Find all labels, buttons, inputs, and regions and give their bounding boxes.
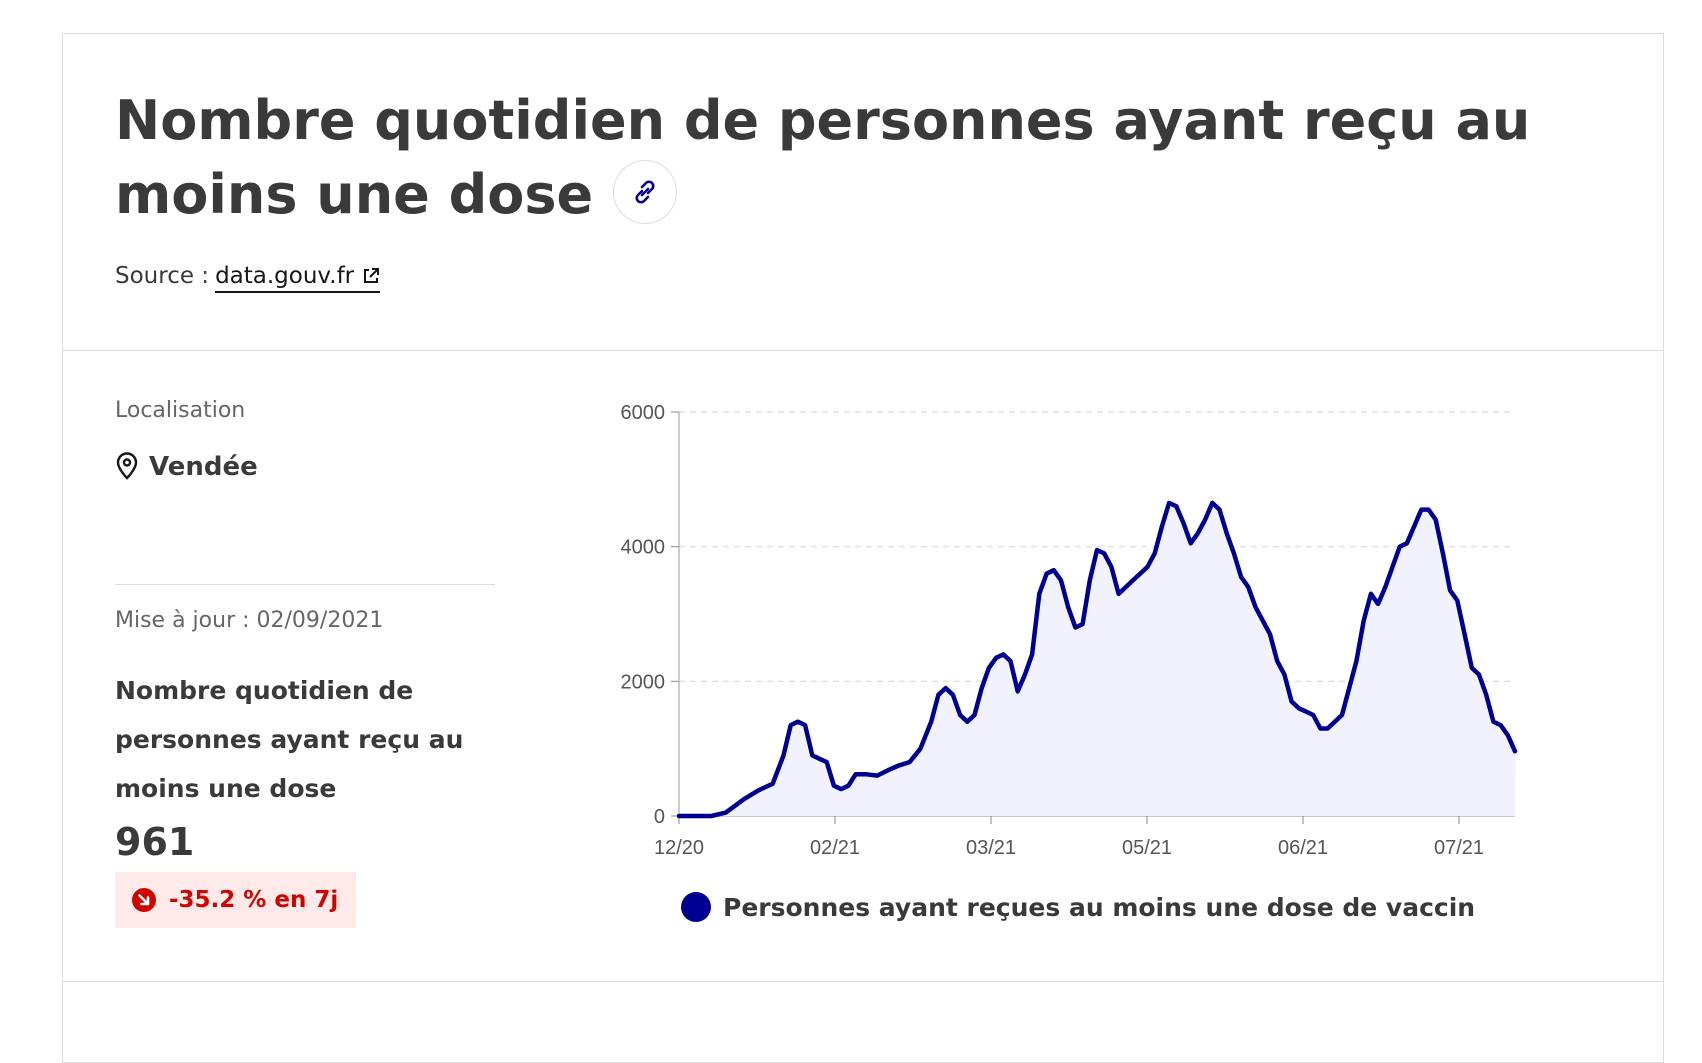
divider <box>115 584 495 585</box>
card-header: Nombre quotidien de personnes ayant reçu… <box>63 34 1663 351</box>
source-link-text: data.gouv.fr <box>215 263 355 289</box>
x-tick-label: 05/21 <box>1122 837 1172 859</box>
localisation-value: Vendée <box>115 452 258 482</box>
y-tick-label: 6000 <box>621 402 666 424</box>
chart-title-text: Nombre quotidien de personnes ayant reçu… <box>115 89 1531 226</box>
chart-area: 0 2000 4000 6000 12/20 02/21 03/21 05/21 06/21 07… <box>583 390 1543 864</box>
indicator-name: Nombre quotidien de personnes ayant reçu… <box>115 676 464 803</box>
x-tick-label: 07/21 <box>1434 837 1484 859</box>
evolution-text: -35.2 % en 7j <box>169 887 339 913</box>
chart-legend: Personnes ayant reçues au moins une dose… <box>681 892 1475 922</box>
y-tick-label: 4000 <box>621 537 666 559</box>
source-link[interactable]: data.gouv.fr <box>215 263 381 293</box>
series-line <box>676 500 1518 819</box>
copy-link-button[interactable] <box>613 160 678 225</box>
legend-swatch <box>681 892 711 922</box>
evolution-badge: -35.2 % en 7j <box>115 872 357 928</box>
card-bottom-divider <box>63 981 1663 982</box>
update-date: Mise à jour : 02/09/2021 <box>115 608 384 633</box>
source-line: Source : data.gouv.fr <box>115 263 381 293</box>
map-pin-icon <box>116 452 138 480</box>
x-tick-label: 06/21 <box>1278 837 1328 859</box>
external-link-icon <box>364 268 380 283</box>
link-icon <box>635 180 655 204</box>
legend-label: Personnes ayant reçues au moins une dose… <box>723 892 1476 922</box>
y-tick-label: 0 <box>654 806 665 828</box>
indicator-card: Nombre quotidien de personnes ayant reçu… <box>62 33 1664 1063</box>
line-chart: 0 2000 4000 6000 12/20 02/21 03/21 05/21 06/21 07… <box>621 402 1518 859</box>
indicator-value: 961 <box>115 820 195 864</box>
arrow-down-right-icon <box>132 888 156 912</box>
localisation-label: Localisation <box>115 398 246 423</box>
chart-title: Nombre quotidien de personnes ayant reçu… <box>115 84 1615 232</box>
source-label: Source : <box>115 263 210 289</box>
x-tick-label: 03/21 <box>966 837 1016 859</box>
series-area <box>679 502 1515 816</box>
x-tick-label: 12/20 <box>654 837 704 859</box>
x-tick-label: 02/21 <box>810 837 860 859</box>
y-tick-label: 2000 <box>621 671 666 693</box>
localisation-name: Vendée <box>149 452 258 482</box>
